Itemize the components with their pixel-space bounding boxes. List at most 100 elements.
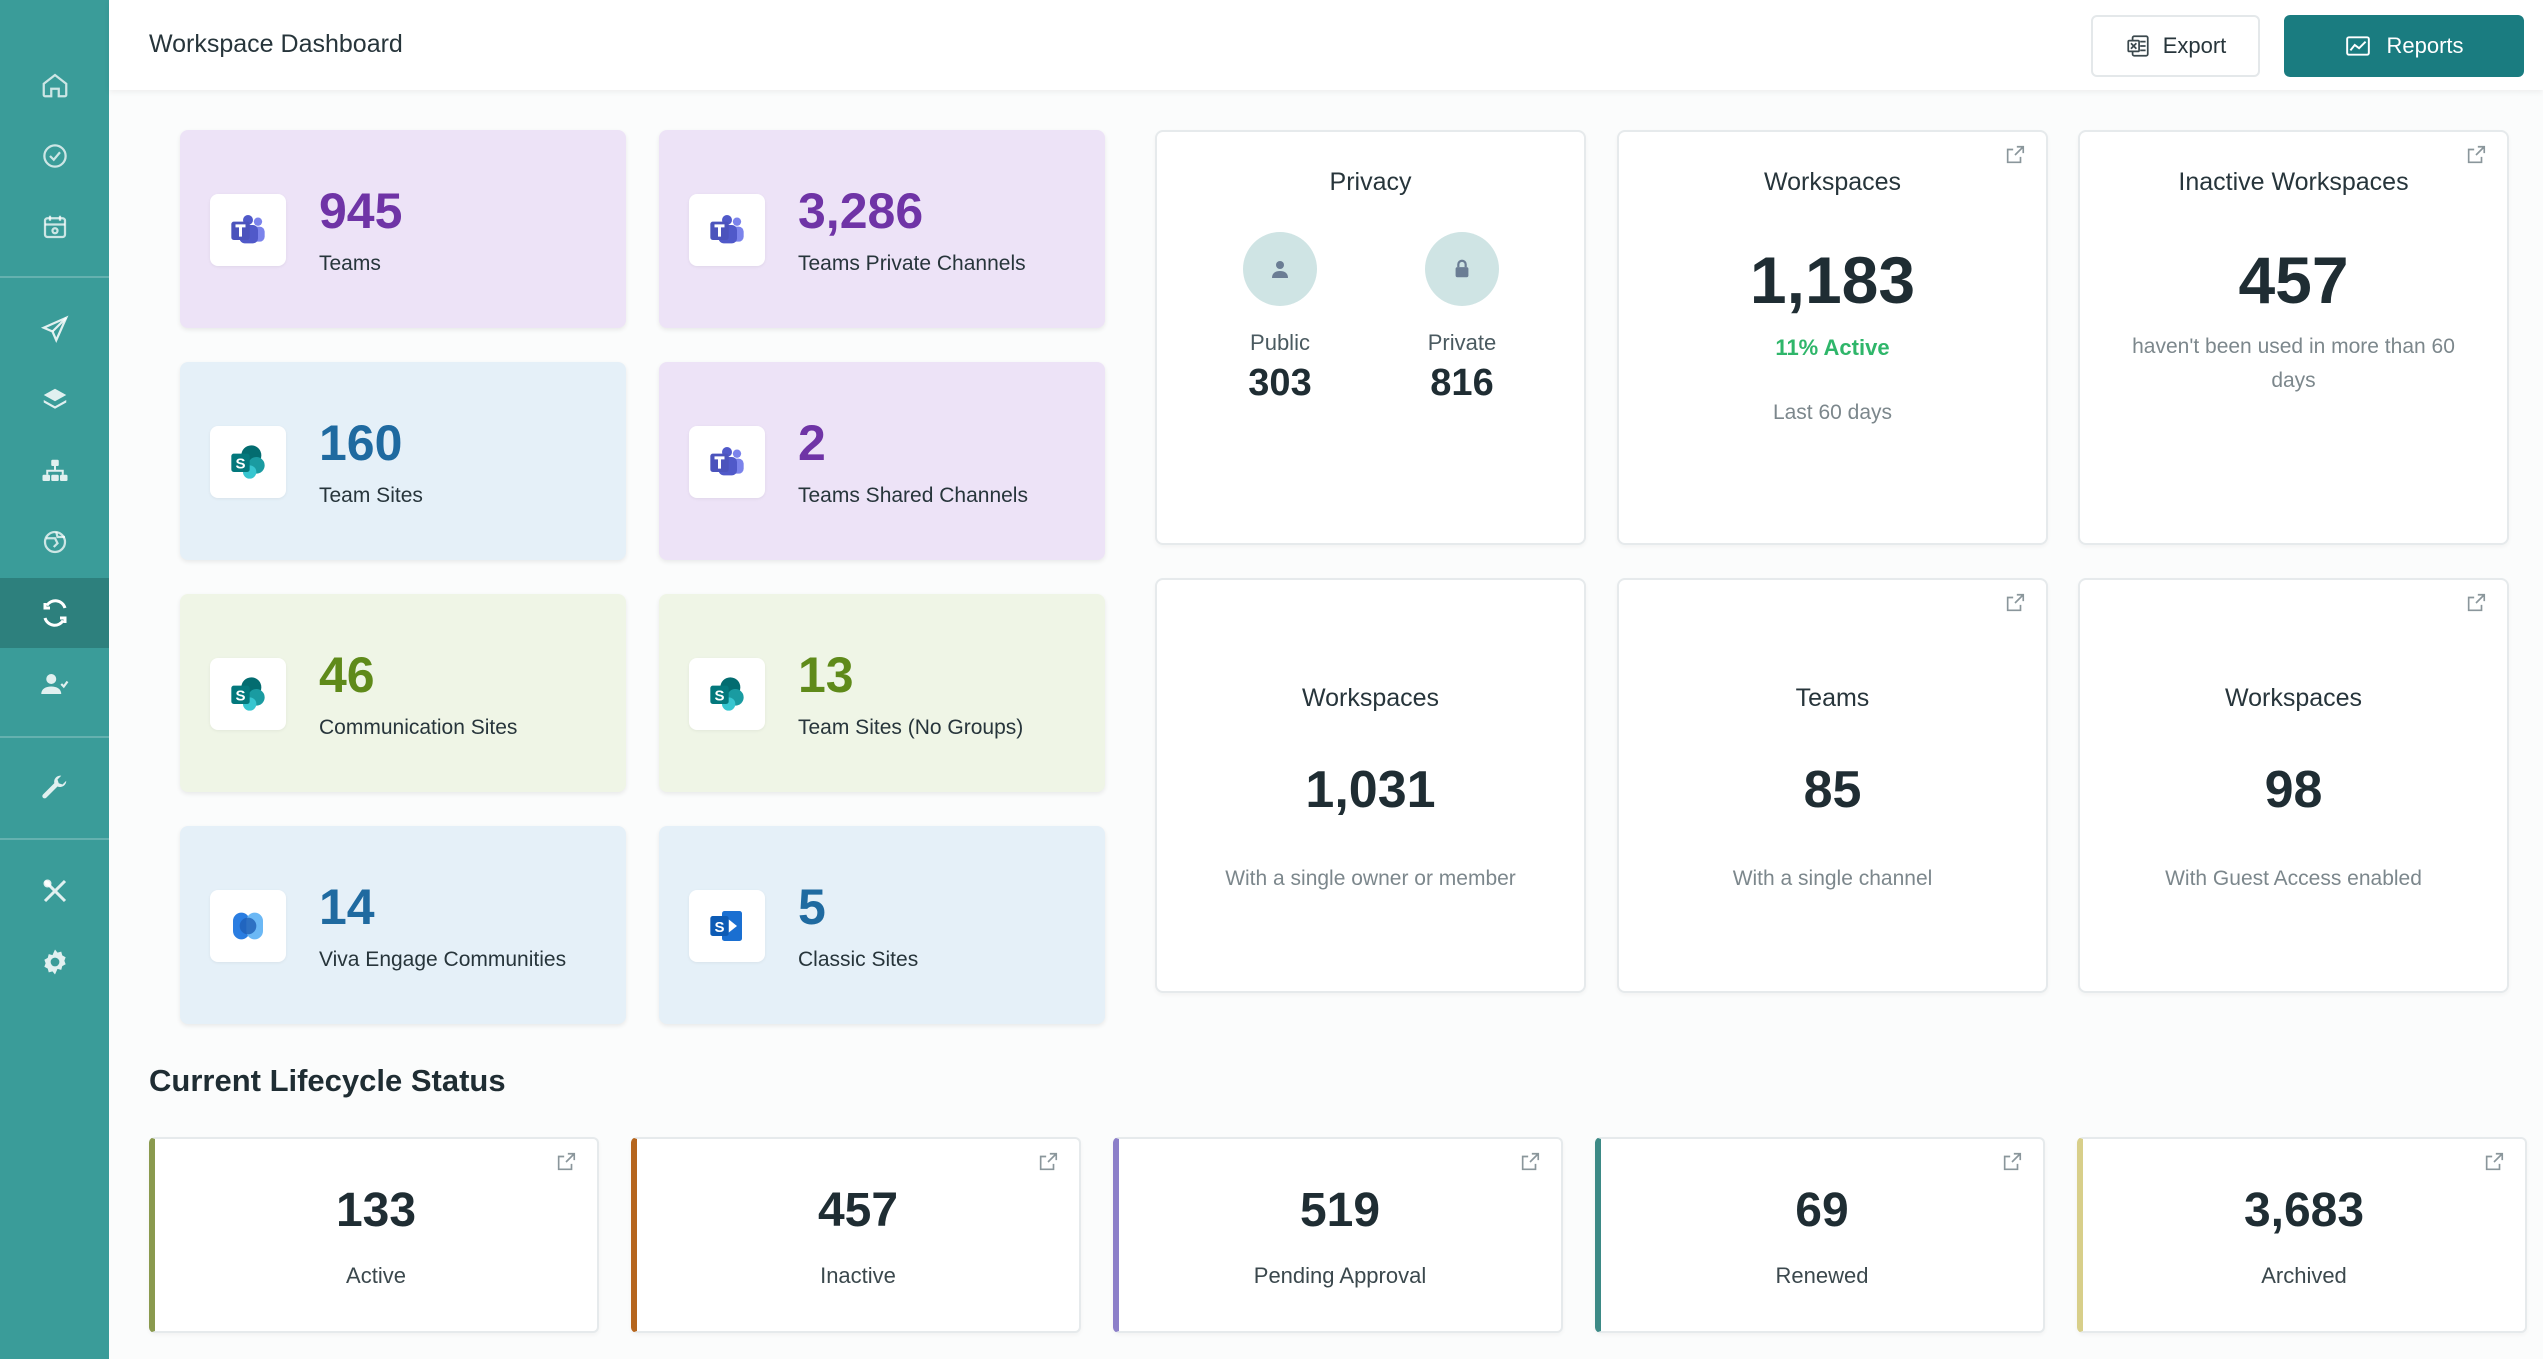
tile-icon-box: [210, 890, 286, 962]
privacy-public[interactable]: Public 303: [1220, 232, 1340, 405]
lifecycle-value: 69: [1795, 1184, 1849, 1237]
external-link-icon: [2006, 145, 2025, 164]
tile-icon-box: [689, 194, 765, 266]
tile-label: Teams: [319, 252, 381, 275]
open-external-link[interactable]: [1037, 1151, 1063, 1177]
sharepoint-icon: S: [231, 445, 265, 479]
open-external-link[interactable]: [2465, 592, 2491, 618]
workspaces-activity-card: Workspaces 1,183 11% Active Last 60 days: [1617, 130, 2048, 545]
card-subtitle: haven't been used in more than 60 days: [2132, 335, 2455, 392]
lifecycle-value: 133: [335, 1184, 417, 1237]
sidebar-item-layers[interactable]: [0, 365, 109, 435]
open-external-link[interactable]: [2465, 144, 2491, 170]
users-icon: [40, 674, 68, 694]
teams-icon: [710, 215, 744, 244]
top-header: Workspace Dashboard Export Reports: [109, 0, 2543, 90]
card-subtitle: Last 60 days: [1772, 401, 1893, 424]
tile-icon-box: [689, 426, 765, 498]
external-link-icon: [1039, 1152, 1058, 1171]
tile-icon-box: S: [689, 890, 765, 962]
sidebar-item-globe[interactable]: [0, 507, 109, 577]
stat-tile-viva-engage[interactable]: 14 Viva Engage Communities: [180, 826, 626, 1024]
sidebar-item-hierarchy[interactable]: [0, 436, 109, 506]
guest-access-card: Workspaces 98 With Guest Access enabled: [2078, 578, 2509, 993]
lifecycle-value: 457: [817, 1184, 899, 1237]
lifecycle-card-inactive[interactable]: 457 Inactive: [631, 1137, 1081, 1333]
sitemap-icon: [42, 459, 67, 481]
sharepoint-classic-icon: S: [710, 911, 742, 941]
open-external-link[interactable]: [555, 1151, 581, 1177]
open-external-link[interactable]: [2001, 1151, 2027, 1177]
reports-button[interactable]: Reports: [2284, 15, 2524, 77]
open-external-link[interactable]: [1519, 1151, 1545, 1177]
svg-text:S: S: [235, 688, 245, 705]
stat-tile-teams-shared-channels[interactable]: 2 Teams Shared Channels: [659, 362, 1105, 560]
export-button[interactable]: Export: [2091, 15, 2260, 77]
tile-value: 3,286: [798, 183, 924, 239]
sidebar-item-send[interactable]: [0, 294, 109, 364]
user-icon: [1272, 261, 1288, 278]
card-value: 98: [2264, 761, 2323, 819]
chart-icon: [2346, 36, 2371, 56]
stat-tile-teams[interactable]: 945 Teams: [180, 130, 626, 328]
tile-icon-box: S: [689, 658, 765, 730]
sidebar-item-calendar[interactable]: [0, 192, 109, 262]
sidebar-item-lifecycle[interactable]: [0, 578, 109, 648]
sidebar-item-tools[interactable]: [0, 856, 109, 926]
lifecycle-card-archived[interactable]: 3,683 Archived: [2077, 1137, 2527, 1333]
sidebar-item-settings[interactable]: [0, 927, 109, 997]
external-link-icon: [2467, 145, 2486, 164]
external-link-icon: [557, 1152, 576, 1171]
lifecycle-value: 3,683: [2243, 1184, 2365, 1237]
viva-engage-icon: [233, 912, 263, 940]
tile-label: Team Sites: [319, 484, 423, 507]
stat-tile-classic-sites[interactable]: S 5 Classic Sites: [659, 826, 1105, 1024]
stat-tile-teams-private-channels[interactable]: 3,286 Teams Private Channels: [659, 130, 1105, 328]
external-link-icon: [2003, 1152, 2022, 1171]
teams-icon: [710, 447, 744, 476]
gear-icon: [43, 949, 66, 975]
privacy-private-value: 816: [1430, 362, 1494, 404]
lifecycle-label: Active: [346, 1263, 406, 1288]
privacy-circle: [1243, 232, 1317, 306]
lifecycle-label: Archived: [2261, 1263, 2347, 1288]
sync-icon: [43, 599, 66, 627]
card-title: Inactive Workspaces: [2178, 168, 2409, 196]
privacy-public-value: 303: [1248, 362, 1312, 404]
lifecycle-card-renewed[interactable]: 69 Renewed: [1595, 1137, 2045, 1333]
card-title: Workspaces: [2224, 684, 2363, 712]
sidebar: [0, 0, 109, 1359]
sidebar-item-home[interactable]: [0, 50, 109, 120]
open-external-link[interactable]: [2004, 144, 2030, 170]
external-link-icon: [2485, 1152, 2504, 1171]
svg-text:S: S: [235, 456, 245, 473]
lifecycle-value: 519: [1299, 1184, 1381, 1237]
sidebar-item-settings-wrench[interactable]: [0, 752, 109, 822]
privacy-circle: [1425, 232, 1499, 306]
wrench-icon: [41, 775, 66, 799]
stat-tile-team-sites-no-groups[interactable]: S 13 Team Sites (No Groups): [659, 594, 1105, 792]
lifecycle-section-title: Current Lifecycle Status: [149, 1063, 506, 1098]
card-value: 1,031: [1305, 761, 1436, 819]
external-link-icon: [2006, 593, 2025, 612]
tile-label: Viva Engage Communities: [319, 948, 567, 971]
privacy-private[interactable]: Private 816: [1402, 232, 1522, 405]
tile-icon-box: S: [210, 426, 286, 498]
card-subtitle: With a single owner or member: [1225, 867, 1516, 890]
lifecycle-card-active[interactable]: 133 Active: [149, 1137, 599, 1333]
sidebar-item-compliance[interactable]: [0, 121, 109, 191]
open-external-link[interactable]: [2004, 592, 2030, 618]
tile-label: Teams Private Channels: [798, 252, 1026, 275]
home-icon: [42, 73, 67, 98]
privacy-card: Privacy Public 303 Private 816: [1155, 130, 1586, 545]
inactive-workspaces-card: Inactive Workspaces 457 haven't been use…: [2078, 130, 2509, 545]
export-label: Export: [2162, 33, 2227, 58]
stat-tile-team-sites[interactable]: S 160 Team Sites: [180, 362, 626, 560]
stat-tile-communication-sites[interactable]: S 46 Communication Sites: [180, 594, 626, 792]
tile-value: 5: [798, 879, 826, 935]
sidebar-item-users[interactable]: [0, 649, 109, 719]
open-external-link[interactable]: [2483, 1151, 2509, 1177]
card-value: 85: [1803, 761, 1862, 819]
globe-refresh-icon: [43, 530, 66, 554]
lifecycle-card-pending-approval[interactable]: 519 Pending Approval: [1113, 1137, 1563, 1333]
